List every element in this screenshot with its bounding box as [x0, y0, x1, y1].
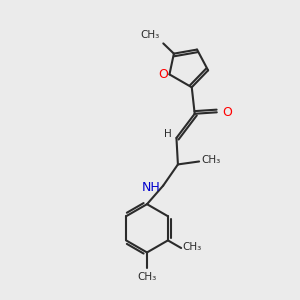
Text: O: O: [223, 106, 232, 119]
Text: CH₃: CH₃: [140, 31, 160, 40]
Text: O: O: [158, 68, 168, 81]
Text: H: H: [164, 128, 172, 139]
Text: CH₃: CH₃: [183, 242, 202, 252]
Text: NH: NH: [142, 181, 161, 194]
Text: CH₃: CH₃: [202, 155, 221, 165]
Text: CH₃: CH₃: [137, 272, 157, 282]
